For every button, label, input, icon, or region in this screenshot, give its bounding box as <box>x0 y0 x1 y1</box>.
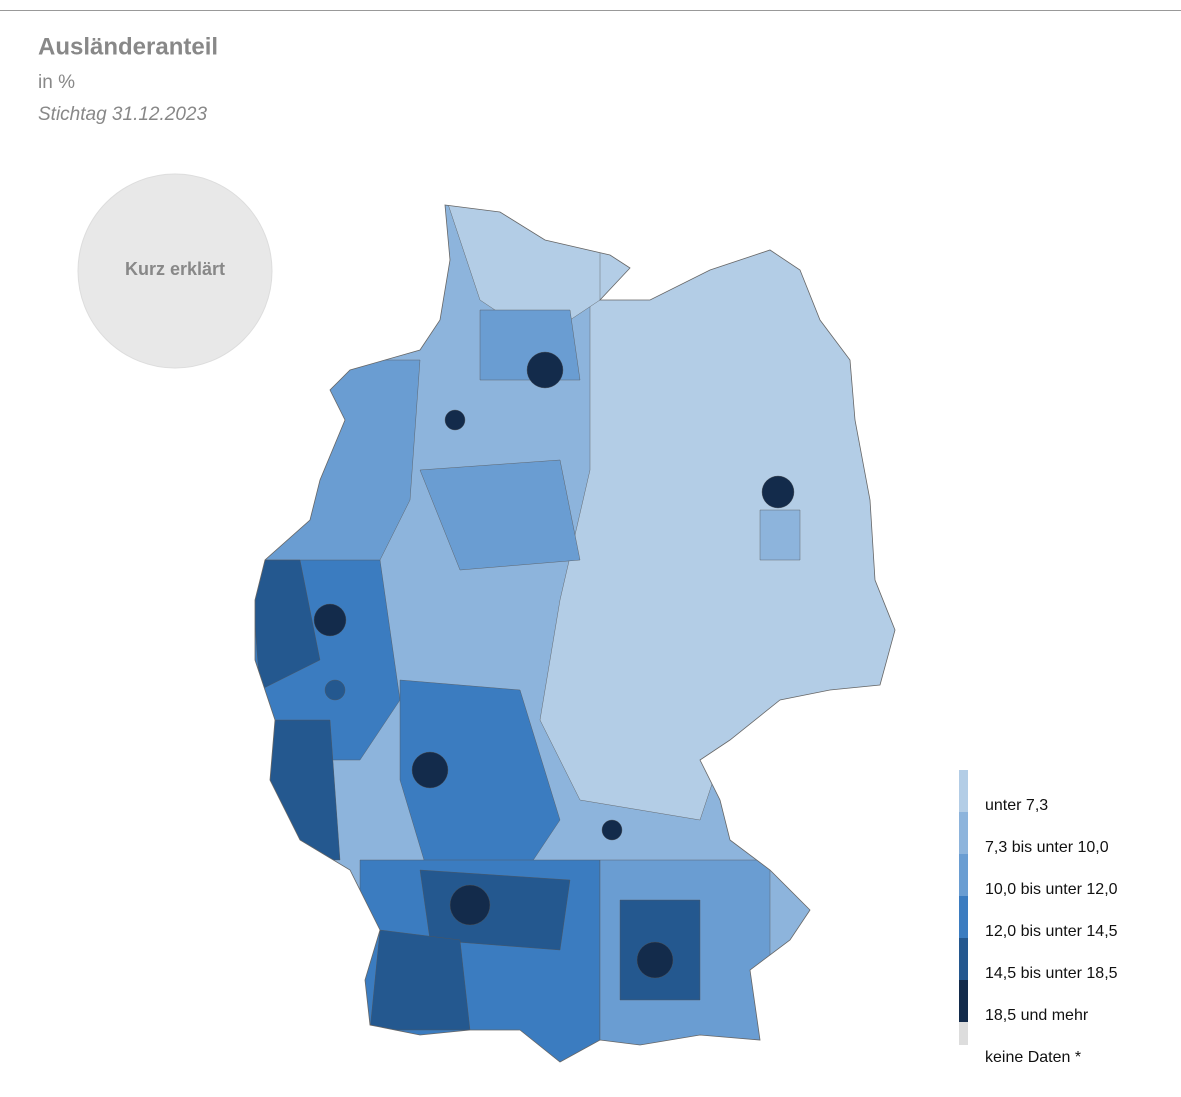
unit: in % <box>38 72 75 93</box>
button-circle[interactable] <box>77 173 273 369</box>
region <box>324 679 346 701</box>
explain-button[interactable]: Kurz erklärt <box>77 173 273 369</box>
region <box>539 249 895 821</box>
title: Ausländeranteil <box>38 33 218 60</box>
legend-label: 14,5 bis unter 18,5 <box>985 965 1118 982</box>
legend-swatch <box>959 896 968 938</box>
region <box>369 929 471 1031</box>
region <box>411 751 449 789</box>
legend-label: unter 7,3 <box>985 797 1048 814</box>
date: Stichtag 31.12.2023 <box>38 104 207 125</box>
legend-label: 12,0 bis unter 14,5 <box>985 923 1118 940</box>
legend-label: 7,3 bis unter 10,0 <box>985 839 1109 856</box>
region <box>761 475 795 509</box>
map <box>255 205 895 1062</box>
region <box>444 409 466 431</box>
legend-label: 18,5 und mehr <box>985 1007 1089 1024</box>
button-label[interactable]: Kurz erklärt <box>125 259 225 279</box>
region <box>255 559 321 691</box>
region <box>313 603 347 637</box>
legend-swatch <box>959 980 968 1022</box>
legend: unter 7,3 7,3 bis unter 10,0 10,0 bis unte… <box>959 770 1118 1066</box>
legend-swatch <box>959 812 968 854</box>
legend-label: keine Daten * <box>985 1049 1081 1066</box>
region <box>526 351 564 389</box>
legend-swatch <box>959 770 968 812</box>
region <box>759 509 801 561</box>
legend-swatch <box>959 854 968 896</box>
region <box>449 884 491 926</box>
legend-swatch <box>959 1022 968 1045</box>
legend-swatch <box>959 938 968 980</box>
legend-label: 10,0 bis unter 12,0 <box>985 881 1118 898</box>
region <box>636 941 674 979</box>
region <box>255 719 341 861</box>
region <box>601 819 623 841</box>
region <box>419 459 581 571</box>
